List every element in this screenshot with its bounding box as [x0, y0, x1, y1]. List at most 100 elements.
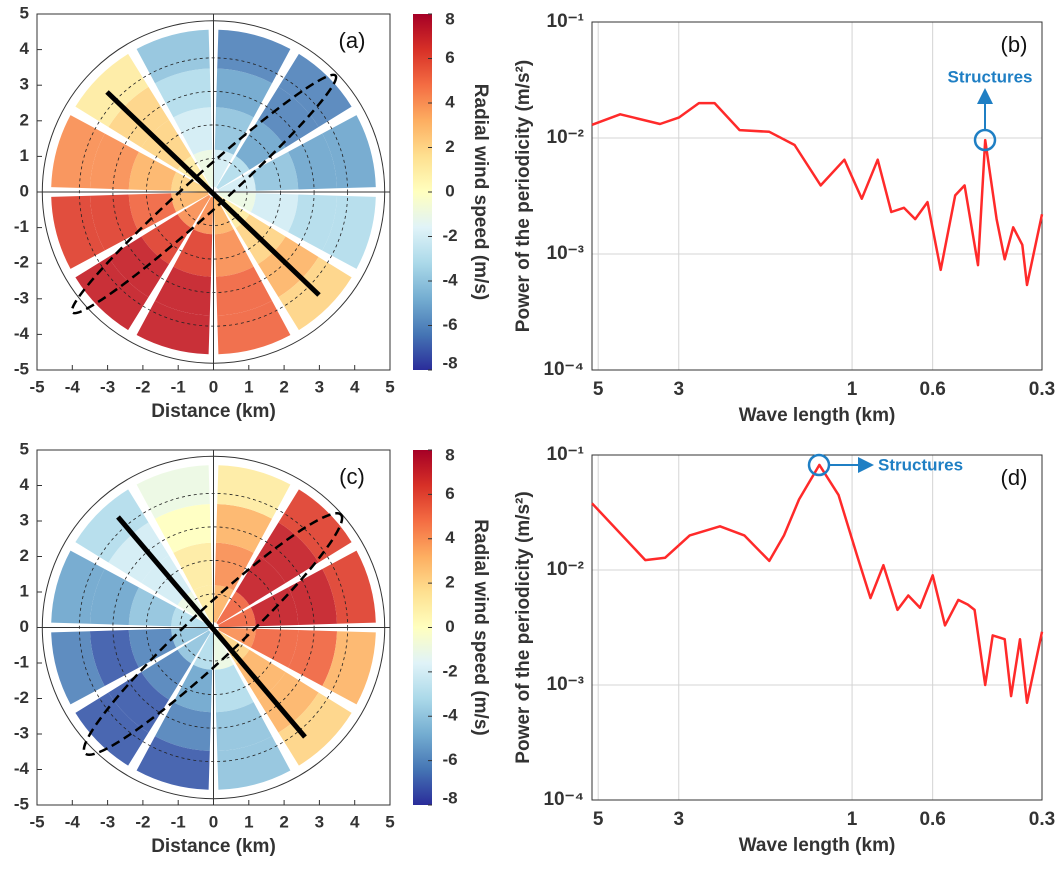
structure-markers: Structures Structures — [807, 67, 1033, 477]
scan-cell — [216, 68, 272, 118]
colorbar-tick-label: -4 — [442, 270, 458, 289]
y-tick-label: 0 — [20, 181, 29, 200]
scan-cell — [90, 133, 139, 190]
scan-cell — [173, 542, 213, 591]
x-tick-label: 1 — [244, 377, 253, 396]
scan-cell — [136, 300, 210, 355]
y-tick-label: 10⁻⁴ — [543, 359, 584, 380]
x-axis-label: Distance (km) — [151, 836, 276, 857]
scan-cell — [136, 465, 210, 519]
y-tick-label: 5 — [20, 439, 29, 458]
annotation: Structures — [878, 455, 963, 474]
y-tick-label: 4 — [20, 39, 30, 58]
scan-cell — [278, 53, 352, 127]
scan-cell — [278, 489, 352, 563]
scan-cell — [75, 53, 149, 127]
scan-cell — [217, 29, 291, 84]
scan-cell — [51, 631, 105, 705]
scan-cell — [155, 504, 211, 553]
x-tick-label: -1 — [171, 812, 186, 831]
x-tick-label: 5 — [593, 809, 604, 830]
colorbar-tick-label: 0 — [445, 181, 454, 200]
y-tick-label: -5 — [14, 359, 29, 378]
scan-cell — [51, 550, 105, 624]
scan-cell — [322, 550, 376, 624]
data-line — [591, 101, 1044, 287]
y-tick-label: 5 — [20, 3, 29, 22]
panel-b: 10⁻⁴ 10⁻³ 10⁻² 10⁻¹ 5 3 1 0.6 0.3 Wave length (km… — [513, 11, 1055, 426]
x-tick-label: -5 — [29, 812, 44, 831]
colorbar-tick-label: 4 — [445, 528, 455, 547]
x-tick-label: 3 — [673, 809, 684, 830]
y-tick-label: -4 — [14, 759, 30, 778]
scan-cell — [216, 591, 250, 625]
y-tick-label: -3 — [14, 288, 29, 307]
scan-cell — [216, 266, 272, 316]
axes-frame — [591, 21, 1043, 371]
x-tick-label: 2 — [279, 812, 288, 831]
colorbar-tick-label: -2 — [442, 226, 457, 245]
scan-cell — [177, 194, 211, 228]
scan-cell — [322, 115, 376, 189]
panel-d: 10⁻⁴ 10⁻³ 10⁻² 10⁻¹ 5 3 1 0.6 0.3 Wave length (km… — [513, 444, 1055, 856]
x-tick-label: 3 — [315, 812, 324, 831]
colorbar-tick-label: 8 — [445, 445, 454, 464]
scan-cell — [258, 522, 319, 583]
scan-cell — [193, 196, 214, 235]
x-tick-label: 3 — [673, 379, 684, 400]
scan-cell — [75, 489, 149, 563]
y-tick-label: 10⁻³ — [547, 674, 585, 695]
y-tick-label: -3 — [14, 723, 29, 742]
colorbar-tick-label: 6 — [445, 48, 454, 67]
colorbar-tick-label: -2 — [442, 661, 457, 680]
scan-cell — [217, 300, 291, 355]
scan-annotations — [70, 73, 344, 756]
annotation: Structures — [947, 67, 1032, 86]
x-tick-label: -2 — [135, 812, 150, 831]
scan-cell — [214, 664, 254, 713]
scan-cell — [136, 29, 210, 84]
scan-cell — [90, 194, 139, 251]
scan-cell — [218, 192, 256, 213]
scan-cell — [108, 236, 169, 298]
x-tick-label: 0.6 — [919, 379, 945, 400]
y-tick-label: 10⁻³ — [547, 243, 585, 264]
y-tick-label: 2 — [20, 546, 29, 565]
y-tick-label: 1 — [20, 146, 29, 165]
colorbar-label: Radial wind speed (m/s) — [470, 84, 491, 300]
plot-area — [592, 455, 1042, 800]
x-tick-label: -1 — [171, 377, 186, 396]
y-tick-label: 3 — [20, 510, 29, 529]
scan-cell — [171, 627, 209, 648]
dashed-ellipse — [70, 73, 338, 315]
dashed-ellipse — [82, 512, 344, 756]
scan-cell — [108, 86, 169, 148]
scan-cell — [108, 522, 169, 583]
y-tick-label: -1 — [14, 652, 29, 671]
panel-label: (b) — [1001, 32, 1028, 57]
scan-cell — [250, 193, 299, 233]
scan-cell — [250, 151, 299, 191]
scan-cell — [51, 195, 105, 269]
colorbar-tick-label: 0 — [445, 617, 454, 636]
scan-cell — [136, 736, 210, 790]
scan-cell — [128, 628, 177, 668]
y-axis-label: Power of the periodicity (m/s²) — [513, 60, 534, 332]
x-tick-label: 1 — [847, 809, 858, 830]
y-tick-label: 2 — [20, 110, 29, 129]
panel-a: -5 -4 -3 -2 -1 0 1 2 3 4 5 -5 -4 -3 -2 -1 0 1 2 3 4 5 Distance… — [14, 3, 491, 422]
scan-cell — [288, 194, 337, 251]
colorbar-tick-label: -8 — [442, 353, 457, 372]
y-tick-label: -1 — [14, 217, 29, 236]
x-tick-label: -5 — [29, 377, 44, 396]
colorbar — [413, 450, 432, 805]
scan-cell — [278, 692, 352, 766]
x-tick-label: 0 — [209, 377, 218, 396]
colorbar-tick-label: 8 — [445, 9, 454, 28]
scan-cell — [235, 649, 286, 700]
y-tick-label: -2 — [14, 253, 29, 272]
scan-cell — [128, 587, 177, 627]
colorbar-tick-label: 2 — [445, 573, 454, 592]
scan-cell — [141, 555, 192, 606]
